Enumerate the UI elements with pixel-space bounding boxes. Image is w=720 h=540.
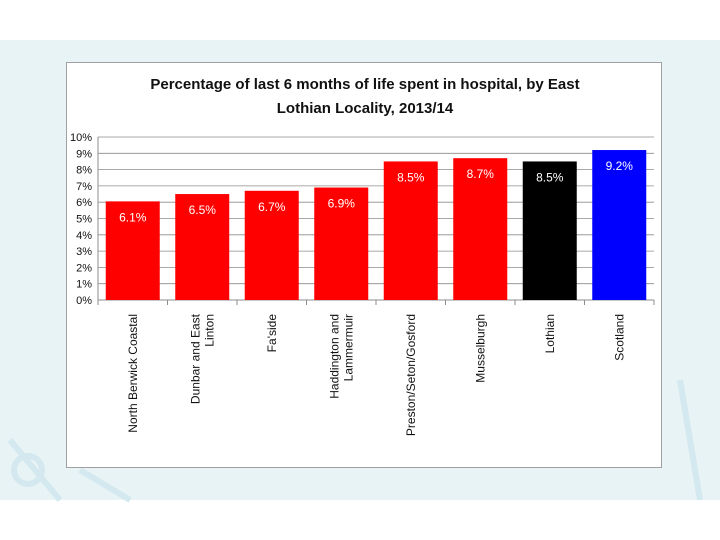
x-tick-label-line: Haddington and [327,314,341,399]
y-tick-label: 0% [76,295,92,307]
y-tick-label: 8% [76,165,92,177]
data-label: 8.5% [397,170,425,184]
x-tick-label: Haddington and Lammermuir [327,314,355,399]
data-label: 9.2% [606,159,634,173]
bar [592,150,647,300]
x-tick-label: Lothian [543,314,557,353]
x-tick-label-line: Dunbar and East [188,313,202,404]
x-tick-label-line: Fa'side [265,314,279,353]
chart-plot: 0% 1% 2% 3% 4% 5% 6% 7% 8% 9% 10% 6.1% North Berwick… [70,132,655,436]
x-tick-label-line: Lammermuir [341,314,355,381]
decorative-motif [7,379,703,503]
chart-frame: Percentage of last 6 months of life spen… [66,62,662,468]
chart-title: Percentage of last 6 months of life spen… [150,76,580,117]
x-tick-label-line: Linton [202,314,216,347]
x-tick-label-line: Musselburgh [473,314,487,383]
x-tick-label: Dunbar and East Linton [188,313,216,404]
data-label: 6.7% [258,200,286,214]
data-label: 8.5% [536,170,564,184]
y-tick-label: 5% [76,214,92,226]
y-tick-label: 3% [76,246,92,258]
x-tick-label-line: Preston/Seton/Gosford [404,314,418,436]
y-tick-label: 6% [76,197,92,209]
y-tick-label: 9% [76,148,92,160]
x-tick-label-line: Lothian [543,314,557,353]
bar [314,187,369,300]
x-tick-label: North Berwick Coastal [126,314,140,433]
x-tick-label-line: North Berwick Coastal [126,314,140,433]
y-tick-label: 7% [76,181,92,193]
x-tick-label: Preston/Seton/Gosford [404,314,418,436]
data-label: 6.1% [119,210,147,224]
y-tick-label: 4% [76,230,92,242]
data-label: 6.9% [328,197,356,211]
bar [175,194,230,300]
y-tick-label: 2% [76,262,92,274]
x-tick-label: Scotland [612,314,626,361]
x-tick-label: Musselburgh [473,314,487,383]
data-label: 8.7% [467,167,495,181]
bar [105,201,160,300]
bar [383,161,438,300]
x-tick-label-line: Scotland [612,314,626,361]
bar [244,190,299,300]
bar [453,158,508,300]
y-tick-label: 1% [76,279,92,291]
bar [522,161,577,300]
y-tick-label: 10% [70,132,92,144]
data-label: 6.5% [189,203,217,217]
x-tick-label: Fa'side [265,314,279,353]
